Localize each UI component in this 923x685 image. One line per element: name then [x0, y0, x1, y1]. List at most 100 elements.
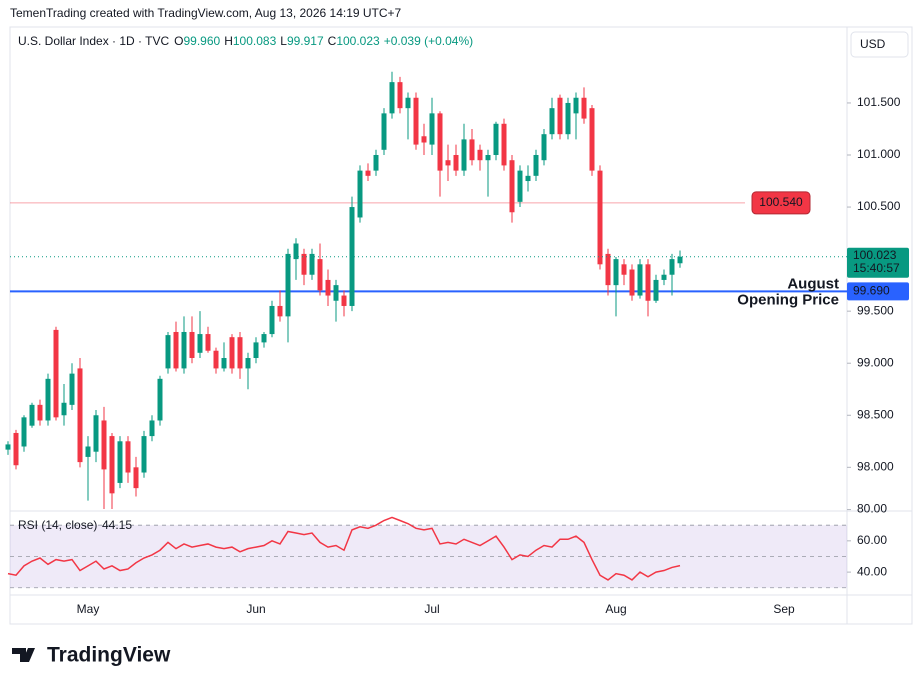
- candle-body: [117, 441, 123, 483]
- candle-body: [533, 155, 539, 176]
- candle-body: [453, 155, 459, 171]
- candle-body: [597, 170, 603, 265]
- candle-body: [45, 378, 51, 421]
- legend-value: 99.960: [184, 34, 221, 48]
- rsi-line: [7, 516, 681, 581]
- y-tick-label: 100.500: [857, 199, 901, 213]
- legend-key: L: [280, 34, 287, 48]
- currency-button[interactable]: [850, 31, 909, 58]
- candle-body: [221, 358, 227, 369]
- candle-body: [53, 329, 59, 418]
- candle-body: [317, 259, 323, 291]
- candle-body: [325, 279, 331, 296]
- candle-body: [485, 155, 491, 161]
- candle-body: [621, 264, 627, 275]
- header-title: TemenTrading created with TradingView.co…: [10, 6, 402, 20]
- candle-body: [173, 331, 179, 369]
- candle-body: [445, 160, 451, 166]
- candle-body: [629, 269, 635, 296]
- y-tick-label: 101.000: [857, 147, 901, 161]
- candle-body: [637, 264, 643, 296]
- y-tick-label: 99.500: [857, 303, 894, 317]
- candle-body: [109, 436, 115, 494]
- legend-change: +0.039 (+0.04%): [384, 34, 473, 48]
- candle-body: [245, 358, 251, 369]
- candle-body: [293, 243, 299, 260]
- x-tick-label: Jul: [424, 602, 439, 616]
- legend-symbol: U.S. Dollar Index · 1D · TVC: [18, 34, 169, 48]
- candle-body: [589, 108, 595, 171]
- candle-body: [661, 274, 667, 280]
- candle-body: [197, 334, 203, 353]
- candle-body: [69, 373, 75, 405]
- candle-body: [429, 113, 435, 145]
- x-tick-label: Sep: [773, 602, 795, 616]
- candle-body: [181, 331, 187, 369]
- legend-key: C: [328, 34, 337, 48]
- candle-body: [677, 256, 683, 264]
- candle-body: [653, 279, 659, 301]
- candle-body: [461, 139, 467, 171]
- candle-body: [605, 253, 611, 286]
- x-tick-label: Aug: [605, 602, 626, 616]
- candle-body: [285, 253, 291, 317]
- candle-body: [37, 404, 43, 421]
- candle-body: [133, 467, 139, 489]
- tv-logo: [12, 648, 35, 662]
- candle-body: [405, 97, 411, 109]
- candle-body: [101, 420, 107, 470]
- price-line-box: [751, 191, 811, 215]
- candle-body: [237, 337, 243, 369]
- countdown-label: 15:40:57: [853, 261, 900, 275]
- candle-body: [157, 378, 163, 421]
- price-line-annotation: August: [787, 275, 839, 292]
- candle-body: [501, 123, 507, 166]
- candle-body: [61, 402, 67, 416]
- candle-body: [397, 82, 403, 109]
- x-tick-label: Jun: [246, 602, 265, 616]
- price-line-box: [847, 282, 909, 301]
- last-price-label: 100.023: [853, 248, 897, 262]
- legend-key: O: [174, 34, 183, 48]
- candle-body: [645, 264, 651, 301]
- candle-body: [29, 404, 35, 426]
- candle-body: [261, 334, 267, 343]
- candle-body: [205, 334, 211, 351]
- y-tick-label: 99.000: [857, 355, 894, 369]
- candle-body: [509, 160, 515, 213]
- candle-body: [21, 417, 27, 447]
- candle-body: [389, 82, 395, 114]
- candle-body: [301, 253, 307, 275]
- frame: [9, 26, 913, 625]
- candle-body: [541, 134, 547, 161]
- candle-body: [189, 331, 195, 359]
- y-tick-label: 98.500: [857, 407, 894, 421]
- candle-body: [309, 253, 315, 275]
- legend-key: H: [224, 34, 233, 48]
- candle-body: [125, 441, 131, 473]
- candle-body: [5, 444, 11, 450]
- price-line-annotation: Opening Price: [737, 291, 839, 308]
- price-line-label: 100.540: [759, 195, 803, 209]
- candle-body: [213, 350, 219, 369]
- candle-body: [13, 432, 19, 466]
- candle-body: [493, 123, 499, 156]
- candle-body: [253, 342, 259, 359]
- candle-body: [349, 207, 355, 306]
- candle-body: [469, 139, 475, 161]
- candle-body: [525, 175, 531, 182]
- legend-value: 100.083: [233, 34, 277, 48]
- candle-body: [93, 415, 99, 452]
- rsi-value: 44.15: [102, 518, 132, 532]
- y-tick-label: 40.00: [857, 564, 887, 578]
- candle-body: [357, 170, 363, 218]
- y-tick-label: 60.00: [857, 533, 887, 547]
- candle-body: [573, 97, 579, 114]
- candle-body: [613, 259, 619, 286]
- tv-logo-icon: [12, 648, 35, 662]
- y-tick-label: 98.000: [857, 459, 894, 473]
- candle-body: [549, 108, 555, 135]
- candle-body: [477, 149, 483, 161]
